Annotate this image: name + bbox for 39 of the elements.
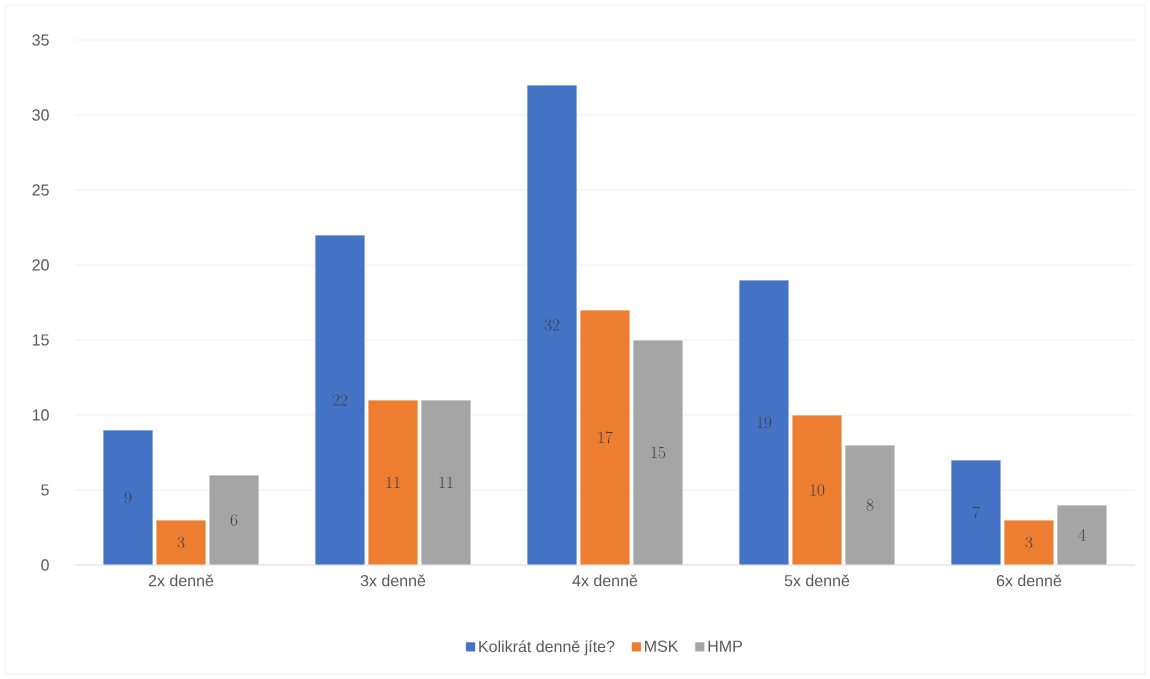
- bar: [844, 444, 896, 565]
- bar: [632, 339, 684, 565]
- data-label: 11: [439, 476, 453, 489]
- x-tick-label: 3x denně: [360, 574, 426, 587]
- legend-label: HMP: [708, 640, 742, 652]
- x-tick-label: 2x denně: [148, 574, 214, 587]
- bar: [420, 399, 472, 565]
- y-tick-label: 20: [32, 259, 49, 271]
- data-label: 15: [651, 446, 666, 459]
- data-label: 4: [1078, 529, 1086, 541]
- bar: [950, 459, 1002, 565]
- bar: [102, 429, 154, 565]
- data-label: 19: [757, 416, 772, 429]
- data-label: 6: [230, 514, 238, 526]
- data-label: 22: [332, 394, 348, 406]
- y-tick-label: 0: [41, 559, 49, 571]
- data-label: 3: [1025, 536, 1033, 549]
- x-tick-label: 6x denně: [996, 574, 1062, 587]
- x-tick-label: 4x denně: [572, 574, 638, 587]
- y-tick-label: 10: [32, 409, 49, 421]
- x-tick-label: 5x denně: [784, 574, 850, 587]
- data-label: 10: [810, 484, 825, 496]
- y-tick-label: 25: [32, 184, 49, 196]
- data-label: 32: [544, 319, 560, 331]
- bar: [1003, 519, 1055, 565]
- bar: [1056, 504, 1108, 565]
- legend-label: Kolikrát denně jíte?: [479, 640, 615, 656]
- data-label: 8: [866, 499, 874, 511]
- data-label: 7: [972, 506, 980, 519]
- data-label: 11: [386, 476, 400, 489]
- y-tick-label: 15: [32, 334, 49, 346]
- data-label: 17: [598, 431, 613, 444]
- y-tick-label: 35: [32, 34, 49, 46]
- bar: [208, 474, 260, 565]
- y-tick-label: 5: [41, 484, 49, 496]
- legend-label: MSK: [645, 640, 679, 652]
- y-tick-label: 30: [32, 109, 49, 121]
- data-label: 3: [177, 536, 185, 549]
- data-label: 9: [124, 491, 132, 504]
